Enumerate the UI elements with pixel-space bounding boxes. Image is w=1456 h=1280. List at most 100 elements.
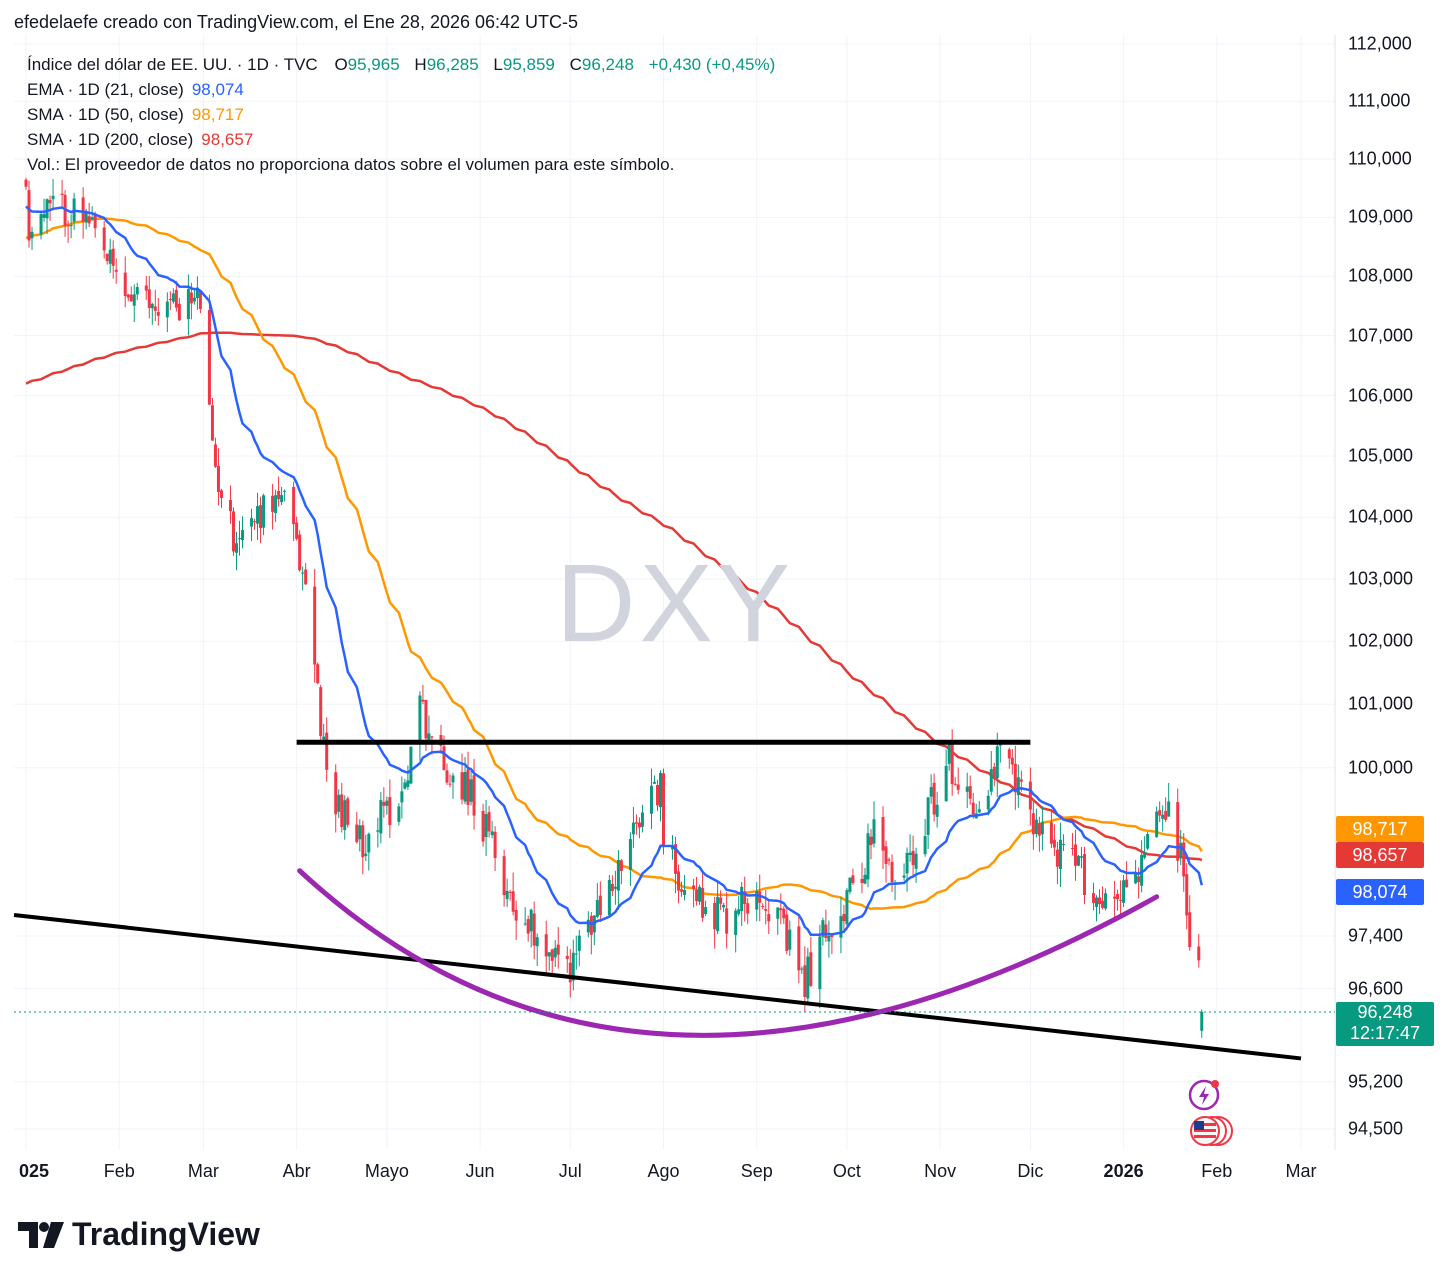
flash-event-icon[interactable] bbox=[1188, 1079, 1220, 1111]
time-axis-label: Mayo bbox=[364, 1161, 409, 1181]
candle-body bbox=[701, 887, 705, 918]
candle-body bbox=[914, 853, 918, 869]
candle-body bbox=[319, 687, 323, 737]
price-axis-label: 94,500 bbox=[1348, 1118, 1404, 1139]
candle-body bbox=[132, 294, 136, 306]
candle-body bbox=[45, 199, 49, 219]
candle-body bbox=[677, 871, 681, 891]
candle-body bbox=[902, 875, 906, 878]
us-flag-icon[interactable] bbox=[1190, 1116, 1233, 1146]
candle-body bbox=[1082, 854, 1086, 895]
time-axis-label: Feb bbox=[103, 1161, 135, 1181]
time-axis-label: Abr bbox=[282, 1161, 311, 1181]
candle-body bbox=[250, 518, 254, 527]
candle-body bbox=[340, 794, 344, 827]
candle-body bbox=[277, 491, 281, 500]
legend-ohlc-row[interactable]: Índice del dólar de EE. UU. · 1D · TVC O… bbox=[27, 52, 775, 77]
candle-body bbox=[797, 926, 801, 971]
candle-body bbox=[746, 903, 750, 914]
candle-body bbox=[514, 910, 518, 921]
candle-body bbox=[198, 291, 202, 309]
candle-body bbox=[595, 900, 599, 917]
candle-body bbox=[680, 889, 684, 892]
time-axis-label: Jun bbox=[465, 1161, 495, 1181]
candle-body bbox=[824, 924, 828, 939]
legend-sma200-row[interactable]: SMA · 1D (200, close) 98,657 bbox=[27, 127, 775, 152]
candle-body bbox=[851, 875, 855, 884]
candle-body bbox=[1119, 899, 1123, 901]
legend-ema-row[interactable]: EMA · 1D (21, close) 98,074 bbox=[27, 77, 775, 102]
candle-body bbox=[725, 908, 729, 934]
sma200-line bbox=[25, 331, 1203, 862]
candle-body bbox=[511, 891, 515, 912]
candle-body bbox=[695, 889, 699, 902]
candle-body bbox=[358, 825, 362, 840]
candle-body bbox=[123, 272, 127, 297]
candle-body bbox=[490, 831, 494, 836]
candle-body bbox=[977, 809, 981, 813]
candle-body bbox=[568, 962, 572, 983]
candle-body bbox=[364, 853, 368, 856]
candle-body bbox=[779, 908, 783, 911]
candle-body bbox=[1095, 897, 1099, 907]
candle-body bbox=[90, 217, 94, 220]
time-axis-label: Ago bbox=[647, 1161, 680, 1181]
candle-body bbox=[767, 914, 771, 922]
price-axis-label: 95,200 bbox=[1348, 1071, 1404, 1092]
price-axis-label: 100,000 bbox=[1348, 757, 1414, 778]
candle-body bbox=[304, 569, 308, 585]
candle-body bbox=[905, 852, 909, 874]
candle-body bbox=[216, 465, 220, 492]
candle-body bbox=[821, 920, 825, 937]
candle-body bbox=[147, 289, 151, 308]
sma50-price-badge: 98,717 bbox=[1336, 816, 1424, 842]
drawings[interactable] bbox=[13, 739, 1302, 1061]
candle-body bbox=[1073, 844, 1077, 866]
candle-body bbox=[1010, 757, 1014, 765]
legend-sma50-row[interactable]: SMA · 1D (50, close) 98,717 bbox=[27, 102, 775, 127]
candle-body bbox=[827, 936, 831, 942]
candle-body bbox=[508, 891, 512, 893]
last-price-value: 96,248 bbox=[1357, 1002, 1413, 1022]
price-axis-label: 106,000 bbox=[1348, 385, 1414, 406]
candle-body bbox=[1197, 946, 1201, 961]
candle-body bbox=[671, 847, 675, 850]
sma50-value: 98,717 bbox=[191, 105, 244, 124]
candle-body bbox=[574, 953, 578, 955]
candle-body bbox=[195, 287, 199, 298]
candle-body bbox=[968, 786, 972, 799]
low-value: 95,859 bbox=[502, 55, 555, 74]
candle-body bbox=[313, 586, 317, 665]
candle-body bbox=[782, 908, 786, 919]
candle-body bbox=[87, 216, 91, 224]
candle-body bbox=[361, 825, 365, 858]
tradingview-logo[interactable]: TradingView bbox=[18, 1216, 260, 1253]
price-axis-label: 110,000 bbox=[1348, 148, 1412, 169]
candle-body bbox=[610, 883, 614, 892]
candle-body bbox=[129, 294, 133, 302]
candle-body bbox=[448, 783, 452, 785]
candle-body bbox=[48, 199, 52, 204]
candle-body bbox=[1028, 781, 1032, 810]
candle-body bbox=[385, 800, 389, 806]
candle-body bbox=[421, 699, 425, 702]
time-axis-label: 2026 bbox=[1103, 1161, 1144, 1181]
ema-label: EMA · 1D (21, close) bbox=[27, 80, 184, 99]
candle-body bbox=[863, 874, 867, 884]
candle-body bbox=[174, 289, 178, 308]
candle-body bbox=[971, 802, 975, 815]
candle-body bbox=[379, 800, 383, 834]
candle-body bbox=[1070, 848, 1074, 850]
candle-body bbox=[586, 919, 590, 933]
price-axis-label: 107,000 bbox=[1348, 325, 1414, 346]
candle-body bbox=[1052, 839, 1056, 848]
candle-body bbox=[526, 919, 530, 934]
ema-path bbox=[25, 205, 1204, 937]
candle-body bbox=[102, 227, 106, 251]
time-axis-label: Nov bbox=[924, 1161, 957, 1181]
candle-body bbox=[39, 214, 43, 235]
candle-body bbox=[860, 878, 864, 883]
candle-body bbox=[616, 859, 620, 891]
candle-body bbox=[153, 306, 157, 311]
